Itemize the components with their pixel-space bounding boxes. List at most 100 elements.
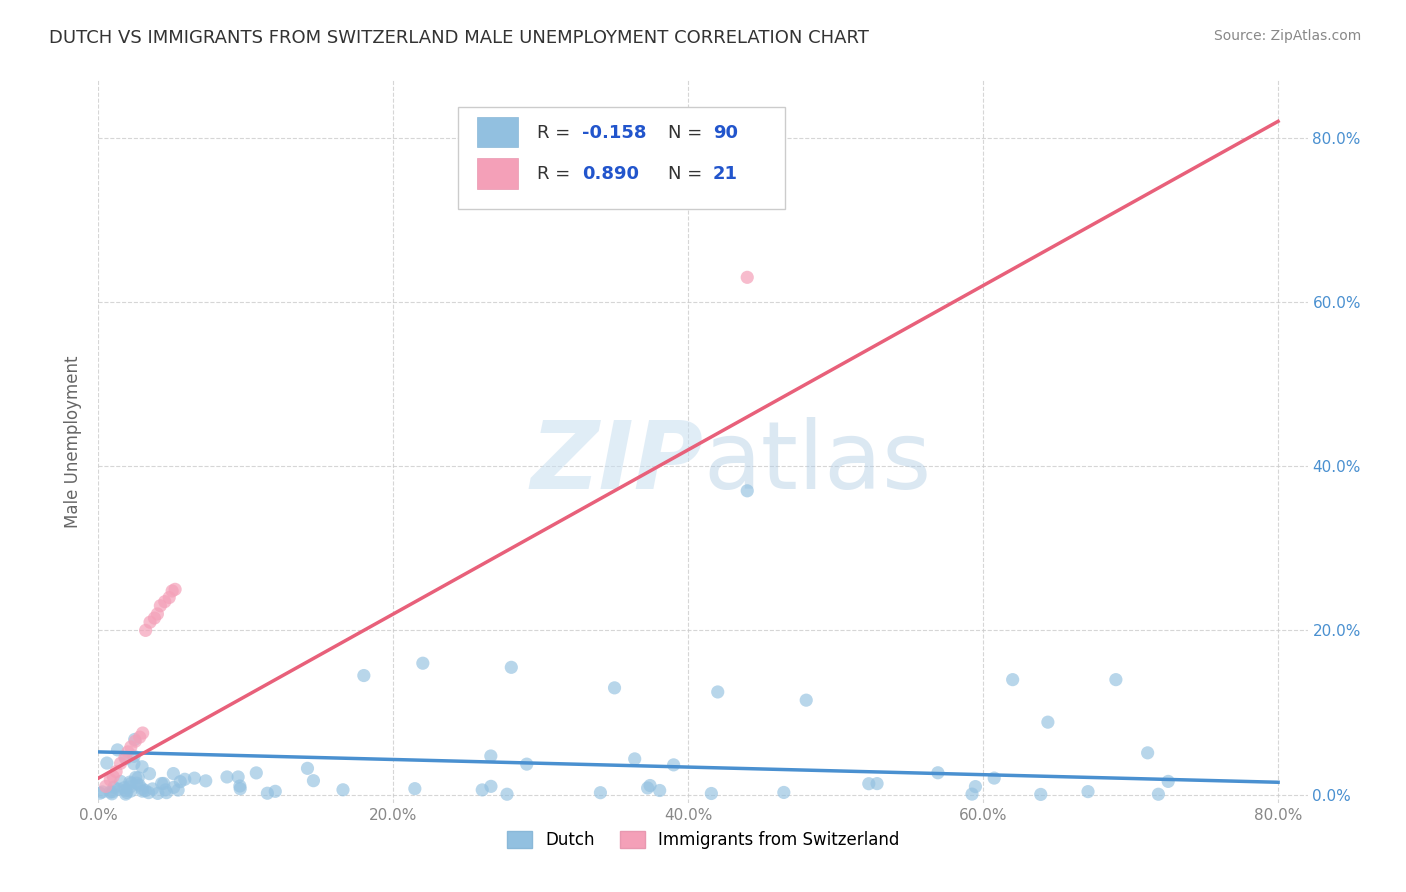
Legend: Dutch, Immigrants from Switzerland: Dutch, Immigrants from Switzerland bbox=[501, 824, 905, 856]
Point bbox=[162, 780, 184, 795]
Text: R =: R = bbox=[537, 124, 576, 142]
Point bbox=[226, 770, 249, 784]
Point bbox=[118, 775, 141, 789]
Text: R =: R = bbox=[537, 165, 576, 183]
FancyBboxPatch shape bbox=[457, 107, 785, 209]
Point bbox=[794, 693, 817, 707]
Point bbox=[603, 681, 626, 695]
Point bbox=[101, 770, 124, 784]
Point bbox=[128, 730, 150, 744]
Point bbox=[101, 785, 124, 799]
Point bbox=[110, 774, 132, 789]
Point bbox=[96, 756, 118, 770]
Point bbox=[131, 784, 153, 798]
Point bbox=[131, 760, 153, 774]
Point bbox=[124, 734, 146, 748]
Point bbox=[1029, 788, 1052, 802]
Text: 0.890: 0.890 bbox=[582, 165, 640, 183]
Point bbox=[146, 786, 169, 800]
Point bbox=[110, 756, 132, 771]
Point bbox=[157, 591, 180, 605]
Point bbox=[662, 757, 685, 772]
Point bbox=[169, 774, 191, 789]
Text: 21: 21 bbox=[713, 165, 738, 183]
Text: ZIP: ZIP bbox=[530, 417, 703, 509]
Point bbox=[103, 780, 125, 795]
Point bbox=[162, 766, 184, 780]
Point bbox=[858, 777, 880, 791]
Point bbox=[353, 668, 375, 682]
Point bbox=[183, 771, 205, 785]
Point bbox=[120, 776, 142, 790]
Point bbox=[127, 771, 149, 785]
Point bbox=[122, 756, 145, 771]
Point bbox=[297, 761, 319, 775]
Point bbox=[167, 783, 190, 797]
Point bbox=[155, 783, 177, 797]
Point bbox=[122, 749, 145, 764]
Point bbox=[927, 765, 949, 780]
Point bbox=[118, 780, 141, 794]
Point bbox=[735, 483, 758, 498]
Point bbox=[735, 270, 758, 285]
Point bbox=[1077, 784, 1099, 798]
Point bbox=[98, 785, 121, 799]
Point bbox=[194, 773, 217, 788]
Point bbox=[165, 582, 187, 597]
Text: DUTCH VS IMMIGRANTS FROM SWITZERLAND MALE UNEMPLOYMENT CORRELATION CHART: DUTCH VS IMMIGRANTS FROM SWITZERLAND MAL… bbox=[49, 29, 869, 46]
Point bbox=[114, 783, 136, 797]
Point bbox=[229, 779, 252, 793]
Point bbox=[471, 783, 494, 797]
Point bbox=[215, 770, 238, 784]
Point bbox=[1036, 715, 1059, 730]
Point bbox=[120, 784, 142, 798]
Point bbox=[589, 786, 612, 800]
Point bbox=[1136, 746, 1159, 760]
Point bbox=[1001, 673, 1024, 687]
Point bbox=[112, 780, 135, 795]
Point bbox=[114, 750, 136, 764]
Point bbox=[983, 771, 1005, 785]
Point bbox=[107, 782, 129, 797]
Point bbox=[89, 786, 111, 800]
Text: N =: N = bbox=[668, 124, 709, 142]
Point bbox=[501, 660, 523, 674]
Point bbox=[700, 787, 723, 801]
Point bbox=[105, 764, 128, 779]
Point bbox=[149, 599, 172, 613]
Point bbox=[114, 787, 136, 801]
Point bbox=[412, 657, 434, 671]
FancyBboxPatch shape bbox=[477, 158, 517, 189]
FancyBboxPatch shape bbox=[477, 117, 517, 147]
Point bbox=[648, 783, 671, 797]
Point bbox=[134, 783, 156, 797]
Point bbox=[152, 776, 174, 790]
Point bbox=[772, 785, 794, 799]
Point bbox=[125, 776, 148, 790]
Y-axis label: Male Unemployment: Male Unemployment bbox=[65, 355, 83, 528]
Point bbox=[150, 776, 173, 790]
Point bbox=[173, 772, 195, 787]
Point bbox=[131, 726, 153, 740]
Point bbox=[94, 780, 117, 794]
Point bbox=[160, 584, 183, 599]
Point bbox=[146, 607, 169, 621]
Point bbox=[120, 739, 142, 754]
Point bbox=[124, 771, 146, 785]
Point bbox=[479, 749, 502, 764]
Point bbox=[1147, 787, 1170, 801]
Point bbox=[866, 776, 889, 790]
Text: Source: ZipAtlas.com: Source: ZipAtlas.com bbox=[1213, 29, 1361, 43]
Point bbox=[135, 624, 157, 638]
Point bbox=[1105, 673, 1128, 687]
Point bbox=[1157, 774, 1180, 789]
Point bbox=[496, 787, 519, 801]
Point bbox=[153, 594, 176, 608]
Point bbox=[91, 785, 114, 799]
Point bbox=[117, 745, 139, 759]
Text: -0.158: -0.158 bbox=[582, 124, 647, 142]
Point bbox=[141, 781, 163, 796]
Point bbox=[138, 786, 160, 800]
Point bbox=[516, 757, 538, 772]
Point bbox=[124, 732, 146, 747]
